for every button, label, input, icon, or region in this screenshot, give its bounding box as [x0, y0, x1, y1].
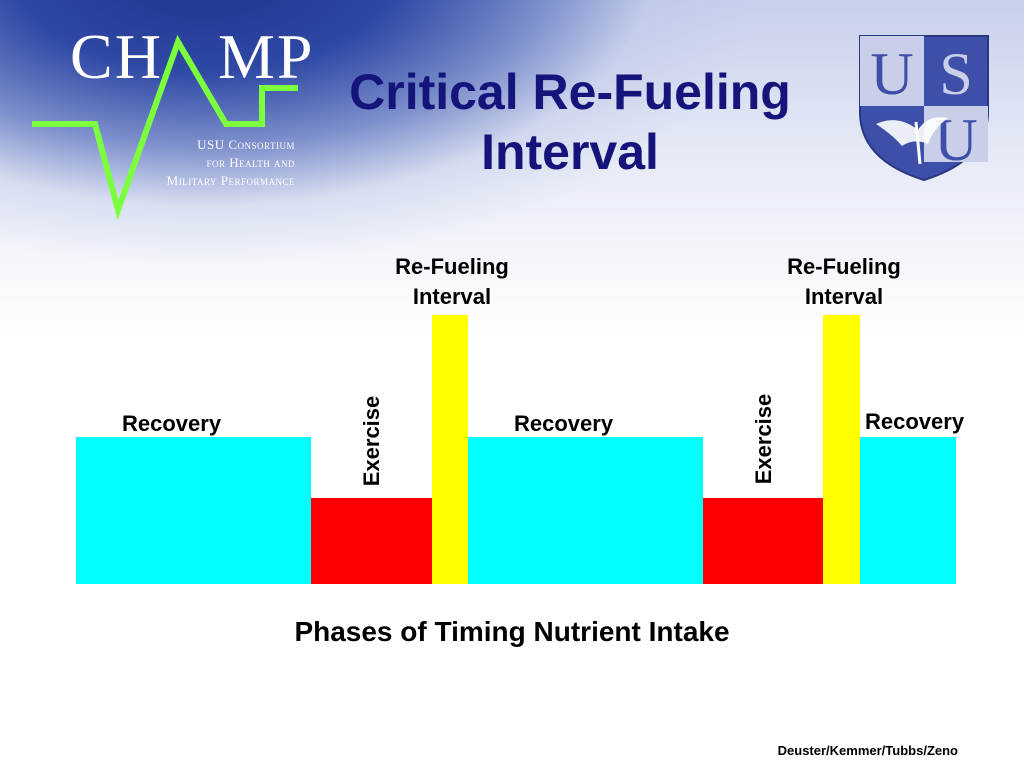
usu-shield-eagle-icon: U S U: [859, 35, 989, 182]
recovery-phase-3: [860, 437, 956, 584]
recovery-phase-2: [468, 437, 703, 584]
refuel-label-2-line1: Re-Fueling: [787, 254, 901, 279]
refuel-label-1-line1: Re-Fueling: [395, 254, 509, 279]
svg-text:U: U: [870, 41, 913, 107]
logo-subtitle-line2: for Health and: [206, 155, 295, 170]
diagram-caption: Phases of Timing Nutrient Intake: [294, 616, 730, 647]
exercise-label-1: Exercise: [359, 395, 384, 487]
logo-subtitle-line3: Military Performance: [166, 173, 295, 188]
slide-title-line2: Interval: [481, 124, 659, 180]
refuel-label-2-line2: Interval: [804, 284, 884, 309]
logo-wordmark-left: CH: [70, 21, 163, 92]
exercise-label-2: Exercise: [751, 393, 776, 485]
refuel-label-2: Re-Fueling Interval: [764, 252, 924, 312]
svg-text:U: U: [934, 107, 977, 173]
refuel-label-1: Re-Fueling Interval: [372, 252, 532, 312]
exercise-phase-1: [311, 498, 432, 584]
refuel-label-1-line2: Interval: [412, 284, 492, 309]
logo-subtitle-line1: USU Consortium: [197, 137, 295, 152]
recovery-phase-1: [76, 437, 311, 584]
slide-title: Critical Re-Fueling Interval: [300, 62, 840, 182]
refuel-phase-2: [823, 315, 860, 584]
refuel-phase-1: [432, 315, 468, 584]
recovery-label-3: Recovery: [865, 409, 965, 434]
exercise-phase-2: [703, 498, 823, 584]
svg-text:S: S: [939, 41, 972, 107]
recovery-label-1: Recovery: [122, 411, 222, 436]
slide-title-line1: Critical Re-Fueling: [349, 64, 791, 120]
pulse-line-icon: [32, 34, 298, 221]
logo-wordmark-right: MP: [218, 21, 315, 92]
author-credit: Deuster/Kemmer/Tubbs/Zeno: [777, 743, 958, 758]
recovery-label-2: Recovery: [514, 411, 614, 436]
